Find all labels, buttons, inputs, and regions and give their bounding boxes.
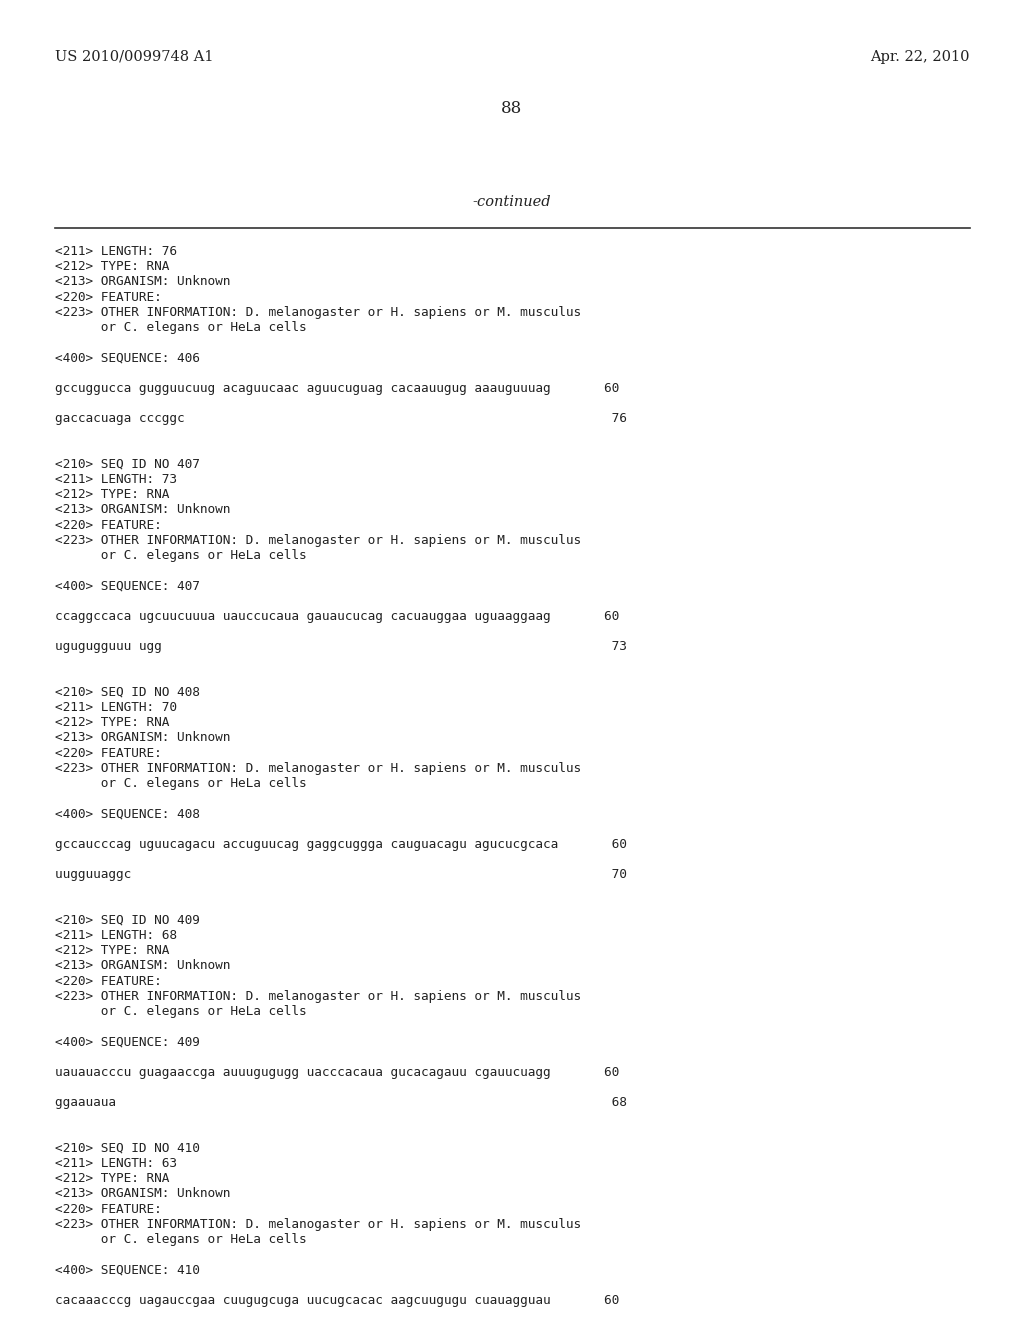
Text: <212> TYPE: RNA: <212> TYPE: RNA [55, 488, 169, 502]
Text: ccaggccaca ugcuucuuua uauccucaua gauaucucag cacuauggaa uguaaggaag       60: ccaggccaca ugcuucuuua uauccucaua gauaucu… [55, 610, 620, 623]
Text: <400> SEQUENCE: 408: <400> SEQUENCE: 408 [55, 808, 200, 821]
Text: or C. elegans or HeLa cells: or C. elegans or HeLa cells [55, 321, 306, 334]
Text: <210> SEQ ID NO 409: <210> SEQ ID NO 409 [55, 913, 200, 927]
Text: <400> SEQUENCE: 406: <400> SEQUENCE: 406 [55, 351, 200, 364]
Text: <211> LENGTH: 76: <211> LENGTH: 76 [55, 246, 177, 257]
Text: <220> FEATURE:: <220> FEATURE: [55, 747, 162, 759]
Text: <223> OTHER INFORMATION: D. melanogaster or H. sapiens or M. musculus: <223> OTHER INFORMATION: D. melanogaster… [55, 990, 582, 1003]
Text: gaccacuaga cccggc                                                        76: gaccacuaga cccggc 76 [55, 412, 627, 425]
Text: 88: 88 [502, 100, 522, 117]
Text: <211> LENGTH: 68: <211> LENGTH: 68 [55, 929, 177, 942]
Text: <220> FEATURE:: <220> FEATURE: [55, 519, 162, 532]
Text: <210> SEQ ID NO 410: <210> SEQ ID NO 410 [55, 1142, 200, 1155]
Text: <223> OTHER INFORMATION: D. melanogaster or H. sapiens or M. musculus: <223> OTHER INFORMATION: D. melanogaster… [55, 1218, 582, 1230]
Text: <220> FEATURE:: <220> FEATURE: [55, 290, 162, 304]
Text: cacaaacccg uagauccgaa cuugugcuga uucugcacac aagcuugugu cuauagguau       60: cacaaacccg uagauccgaa cuugugcuga uucugca… [55, 1294, 620, 1307]
Text: or C. elegans or HeLa cells: or C. elegans or HeLa cells [55, 777, 306, 789]
Text: Apr. 22, 2010: Apr. 22, 2010 [870, 50, 970, 63]
Text: <220> FEATURE:: <220> FEATURE: [55, 974, 162, 987]
Text: gccuggucca gugguucuug acaguucaac aguucuguag cacaauugug aaauguuuag       60: gccuggucca gugguucuug acaguucaac aguucug… [55, 381, 620, 395]
Text: US 2010/0099748 A1: US 2010/0099748 A1 [55, 50, 213, 63]
Text: -continued: -continued [473, 195, 551, 209]
Text: gccaucccag uguucagacu accuguucag gaggcuggga cauguacagu agucucgcaca       60: gccaucccag uguucagacu accuguucag gaggcug… [55, 838, 627, 851]
Text: <400> SEQUENCE: 410: <400> SEQUENCE: 410 [55, 1263, 200, 1276]
Text: ugugugguuu ugg                                                           73: ugugugguuu ugg 73 [55, 640, 627, 653]
Text: <400> SEQUENCE: 409: <400> SEQUENCE: 409 [55, 1035, 200, 1048]
Text: <223> OTHER INFORMATION: D. melanogaster or H. sapiens or M. musculus: <223> OTHER INFORMATION: D. melanogaster… [55, 306, 582, 319]
Text: <223> OTHER INFORMATION: D. melanogaster or H. sapiens or M. musculus: <223> OTHER INFORMATION: D. melanogaster… [55, 762, 582, 775]
Text: uugguuaggc                                                               70: uugguuaggc 70 [55, 869, 627, 882]
Text: <211> LENGTH: 63: <211> LENGTH: 63 [55, 1158, 177, 1170]
Text: <213> ORGANISM: Unknown: <213> ORGANISM: Unknown [55, 276, 230, 288]
Text: <213> ORGANISM: Unknown: <213> ORGANISM: Unknown [55, 960, 230, 973]
Text: <211> LENGTH: 70: <211> LENGTH: 70 [55, 701, 177, 714]
Text: or C. elegans or HeLa cells: or C. elegans or HeLa cells [55, 1005, 306, 1018]
Text: <212> TYPE: RNA: <212> TYPE: RNA [55, 260, 169, 273]
Text: <212> TYPE: RNA: <212> TYPE: RNA [55, 944, 169, 957]
Text: <211> LENGTH: 73: <211> LENGTH: 73 [55, 473, 177, 486]
Text: <220> FEATURE:: <220> FEATURE: [55, 1203, 162, 1216]
Text: <213> ORGANISM: Unknown: <213> ORGANISM: Unknown [55, 731, 230, 744]
Text: <212> TYPE: RNA: <212> TYPE: RNA [55, 1172, 169, 1185]
Text: <212> TYPE: RNA: <212> TYPE: RNA [55, 717, 169, 729]
Text: <210> SEQ ID NO 408: <210> SEQ ID NO 408 [55, 686, 200, 698]
Text: ggaauaua                                                                 68: ggaauaua 68 [55, 1096, 627, 1109]
Text: or C. elegans or HeLa cells: or C. elegans or HeLa cells [55, 1233, 306, 1246]
Text: <213> ORGANISM: Unknown: <213> ORGANISM: Unknown [55, 1188, 230, 1200]
Text: uauauacccu guagaaccga auuugugugg uacccacaua gucacagauu cgauucuagg       60: uauauacccu guagaaccga auuugugugg uacccac… [55, 1065, 620, 1078]
Text: or C. elegans or HeLa cells: or C. elegans or HeLa cells [55, 549, 306, 562]
Text: <223> OTHER INFORMATION: D. melanogaster or H. sapiens or M. musculus: <223> OTHER INFORMATION: D. melanogaster… [55, 533, 582, 546]
Text: <400> SEQUENCE: 407: <400> SEQUENCE: 407 [55, 579, 200, 593]
Text: <210> SEQ ID NO 407: <210> SEQ ID NO 407 [55, 458, 200, 471]
Text: <213> ORGANISM: Unknown: <213> ORGANISM: Unknown [55, 503, 230, 516]
